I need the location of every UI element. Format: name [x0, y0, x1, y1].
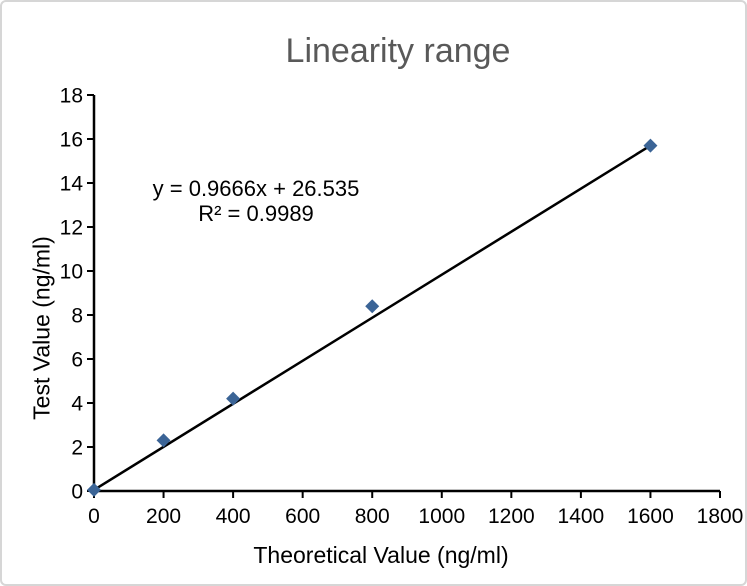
x-tick-label: 1600 [627, 505, 674, 528]
trendline-equation-line1: y = 0.9666x + 26.535 [152, 176, 360, 201]
x-axis-title: Theoretical Value (ng/ml) [253, 542, 509, 568]
data-point-marker [643, 138, 658, 153]
y-tick-label: 2 [71, 437, 83, 460]
y-tick-label: 12 [60, 217, 83, 240]
y-tick-label: 4 [71, 393, 83, 416]
x-tick-label: 1000 [418, 505, 465, 528]
x-tick-label: 200 [146, 505, 181, 528]
x-tick-label: 1400 [558, 505, 605, 528]
y-tick-label: 14 [60, 173, 84, 196]
trendline-equation: y = 0.9666x + 26.535 R² = 0.9989 [153, 176, 360, 227]
y-tick-label: 10 [60, 261, 83, 284]
x-tick-label: 400 [216, 505, 251, 528]
y-tick-label: 18 [60, 85, 83, 108]
x-tick-label: 800 [355, 505, 390, 528]
trendline [93, 144, 652, 491]
x-tick-label: 600 [285, 505, 320, 528]
y-tick-label: 0 [71, 481, 83, 504]
y-tick-label: 16 [60, 129, 83, 152]
y-tick-label: 8 [71, 305, 83, 328]
trendline-r-squared: R² = 0.9989 [198, 201, 314, 227]
y-tick-label: 6 [71, 349, 83, 372]
x-tick-label: 1200 [488, 505, 535, 528]
chart-title: Linearity range [285, 32, 511, 70]
data-point-marker [87, 482, 101, 497]
data-point-marker [156, 433, 171, 448]
x-tick-label: 1800 [697, 505, 744, 528]
data-point-marker [226, 391, 241, 406]
x-tick-label: 0 [88, 505, 100, 528]
data-point-marker [365, 299, 380, 314]
